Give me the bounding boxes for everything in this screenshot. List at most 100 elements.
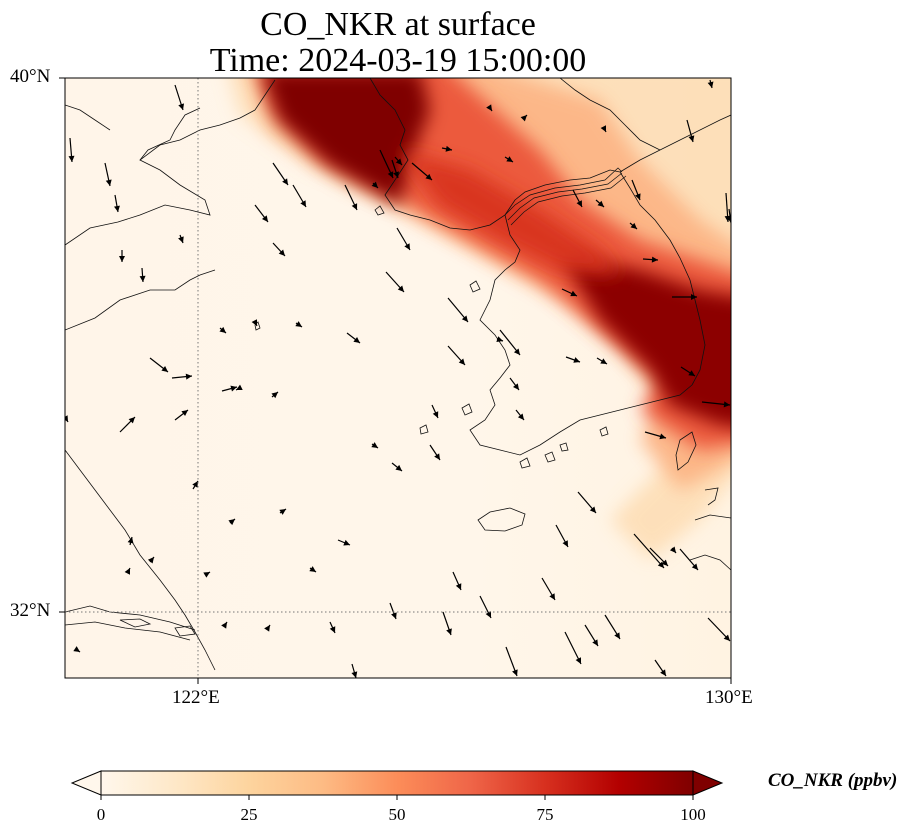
wind-vector-head: [600, 358, 607, 364]
wind-vector-head: [573, 357, 580, 363]
colorbar-extend-min: [70, 770, 102, 796]
wind-vector-head: [353, 336, 360, 343]
wind-vector-head: [192, 481, 198, 488]
wind-vector-head: [517, 413, 524, 420]
wind-vector-head: [271, 392, 278, 399]
wind-vector-head: [575, 657, 581, 664]
colorbar-ticks: [100, 795, 694, 800]
wind-vector-head: [371, 442, 378, 448]
wind-vector-head: [562, 540, 568, 547]
wind-vector-head: [105, 179, 112, 186]
colorbar-tick-100: 100: [680, 805, 706, 824]
wind-vector-head: [660, 669, 666, 676]
wind-vector-head: [513, 348, 520, 355]
wind-vector-head: [589, 506, 596, 513]
lat-tick-40n: 40°N: [10, 66, 51, 87]
wind-vector-head: [395, 464, 402, 471]
wind-vector-head: [127, 537, 134, 544]
wind-vector-head: [119, 256, 125, 262]
lon-tick-130e: 130°E: [705, 687, 753, 708]
wind-vector-head: [691, 294, 697, 300]
wind-vector-head: [520, 115, 527, 122]
wind-vector-head: [425, 173, 432, 180]
wind-vector-head: [614, 632, 620, 639]
wind-vector-head: [496, 336, 503, 342]
wind-vector-head: [506, 156, 513, 162]
wind-vector-head: [570, 290, 577, 297]
wind-vector-head: [219, 326, 226, 333]
wind-vector-head: [512, 669, 518, 676]
wind-vector: [633, 533, 665, 569]
wind-vector-head: [139, 275, 146, 282]
map-figure: [59, 77, 732, 684]
wind-vector-head: [178, 236, 184, 243]
wind-vector-head: [278, 249, 285, 256]
axis-ticks: [59, 77, 732, 684]
wind-vectors: [65, 79, 731, 678]
wind-vector-head: [549, 593, 555, 600]
wind-vector-head: [178, 103, 185, 110]
wind-vector-head: [68, 155, 75, 162]
wind-vector-head: [397, 285, 404, 292]
wind-vector-head: [203, 572, 210, 578]
wind-vector-head: [486, 104, 492, 111]
wind-vector-head: [65, 415, 68, 422]
wind-vector-head: [445, 145, 452, 152]
wind-vector-head: [230, 385, 237, 392]
wind-vector-head: [404, 243, 410, 250]
wind-vector-head: [688, 370, 695, 376]
wind-vector-head: [727, 216, 731, 223]
wind-vector-head: [592, 639, 598, 646]
lon-tick-122e: 122°E: [172, 687, 220, 708]
map-title-line2: Time: 2024-03-19 15:00:00: [209, 42, 587, 79]
wind-vector-head: [282, 178, 288, 185]
wind-vector-head: [309, 566, 316, 572]
wind-vector-head: [634, 193, 641, 200]
gridlines: [65, 78, 731, 678]
map-title-line1: CO_NKR at surface: [260, 6, 536, 43]
wind-vector-head: [351, 671, 358, 678]
lat-tick-32n: 32°N: [10, 600, 51, 621]
wind-vector-head: [128, 417, 135, 424]
colorbar-extend-max: [692, 770, 724, 796]
wind-vector-head: [221, 622, 227, 629]
wind-vector-head: [513, 383, 519, 390]
wind-vector-head: [576, 200, 582, 207]
wind-vector-head: [351, 203, 358, 210]
co-concentration-field: [229, 78, 731, 560]
wind-vector-head: [236, 384, 243, 390]
wind-vector-head: [659, 433, 666, 440]
wind-vector-head: [251, 319, 257, 326]
wind-vector-head: [161, 365, 168, 372]
wind-vector-head: [455, 583, 462, 590]
wind-vector-head: [461, 315, 468, 322]
wind-vector-head: [707, 81, 714, 88]
wind-vector-head: [147, 557, 154, 564]
wind-vector-head: [458, 358, 465, 365]
wind-vector-head: [73, 646, 80, 652]
colorbar-tick-0: 0: [96, 805, 106, 824]
wind-vector-head: [264, 625, 270, 632]
colorbar-tick-50: 50: [388, 805, 406, 824]
colorbar-tick-75: 75: [536, 805, 554, 824]
wind-vector-head: [295, 321, 302, 327]
wind-vector-head: [395, 158, 402, 165]
wind-vector-head: [261, 215, 268, 222]
wind-vector-head: [181, 410, 188, 417]
wind-vector-head: [114, 205, 120, 212]
wind-vector-head: [228, 519, 235, 526]
wind-vector-head: [485, 611, 491, 618]
wind-vector-head: [329, 626, 336, 633]
wind-vector-head: [124, 568, 130, 575]
coastlines: [65, 78, 731, 671]
wind-vector-head: [691, 563, 698, 570]
wind-vector-head: [185, 373, 192, 380]
wind-vector-head: [630, 222, 637, 229]
colorbar-tick-25: 25: [240, 805, 258, 824]
wind-vector-head: [688, 135, 695, 142]
wind-vector-head: [279, 509, 286, 515]
wind-vector-head: [432, 411, 439, 418]
wind-vector-head: [371, 181, 378, 188]
wind-vector-head: [343, 539, 350, 546]
